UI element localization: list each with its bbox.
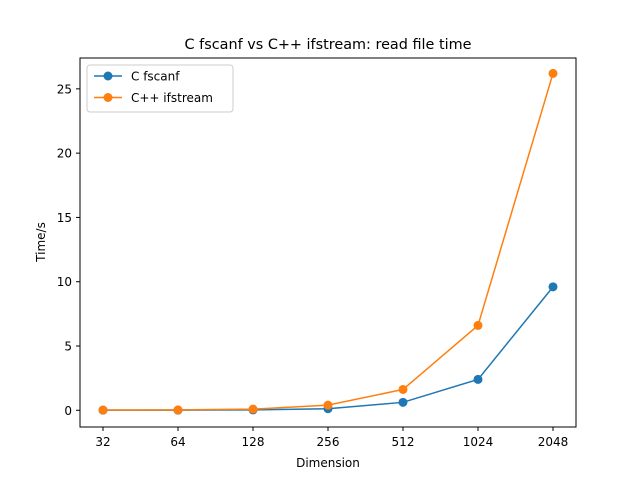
- data-point: [248, 404, 258, 414]
- legend-label: C++ ifstream: [131, 91, 213, 105]
- x-tick-label: 128: [242, 435, 265, 449]
- legend-marker: [103, 93, 113, 102]
- legend-marker: [103, 71, 113, 81]
- data-point: [398, 397, 408, 407]
- data-point: [98, 405, 108, 415]
- x-axis-label: Dimension: [296, 456, 360, 470]
- data-point: [548, 282, 558, 292]
- plot-marks: [98, 68, 558, 415]
- legend: C fscanf C++ ifstream: [86, 64, 234, 113]
- series-line: [103, 286, 554, 411]
- data-point: [323, 400, 333, 410]
- y-axis: 0 5 10 15 20 25: [57, 82, 80, 418]
- x-axis: 32 64 128 256 512 1024 2048: [95, 427, 568, 449]
- y-tick-label: 0: [64, 404, 72, 418]
- legend-label: C fscanf: [131, 70, 180, 84]
- x-tick-label: 256: [317, 435, 340, 449]
- y-tick-label: 25: [57, 82, 72, 96]
- series-line: [102, 73, 554, 411]
- x-tick-label: 1024: [463, 435, 494, 449]
- x-tick-label: 512: [392, 435, 415, 449]
- y-tick-label: 20: [57, 147, 72, 161]
- data-point: [173, 405, 183, 415]
- y-tick-label: 15: [57, 211, 72, 225]
- data-point: [473, 374, 483, 384]
- y-tick-label: 10: [57, 275, 72, 289]
- data-point: [548, 68, 558, 78]
- data-point: [398, 384, 408, 394]
- legend-box: [86, 64, 234, 113]
- y-tick-label: 5: [64, 340, 72, 354]
- plot-frame: [79, 57, 577, 428]
- x-tick-label: 32: [95, 435, 110, 449]
- x-tick-label: 2048: [538, 435, 569, 449]
- chart-title: C fscanf vs C++ ifstream: read file time: [185, 37, 472, 53]
- data-point: [473, 320, 483, 330]
- y-axis-label: Time/s: [34, 222, 48, 263]
- x-tick-label: 64: [170, 435, 185, 449]
